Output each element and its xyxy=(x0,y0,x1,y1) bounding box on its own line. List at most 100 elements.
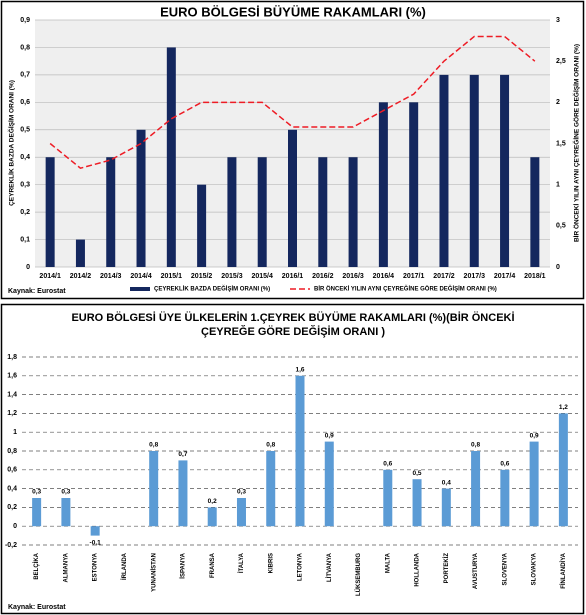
data-label: 0,6 xyxy=(383,461,392,468)
chart-title: EURO BÖLGESİ ÜYE ÜLKELERİN 1.ÇEYREK BÜYÜ… xyxy=(71,311,514,324)
x-tick-label: İSPANYA xyxy=(180,552,187,578)
x-tick-label: 2017/1 xyxy=(403,273,425,280)
x-tick-label: LETONYA xyxy=(298,552,304,581)
x-tick-label: 2015/2 xyxy=(191,273,213,280)
bar xyxy=(207,507,217,527)
data-label: 0,9 xyxy=(530,432,539,439)
legend-label: BİR ÖNCEKİ YILIN AYNI ÇEYREĞİNE GÖRE DEĞ… xyxy=(314,285,497,293)
bar xyxy=(412,479,422,527)
data-label: 0,2 xyxy=(208,498,217,505)
data-label: -0,1 xyxy=(90,539,102,546)
bar xyxy=(166,47,176,267)
legend-label: ÇEYREKLİK BAZDA DEĞİŞİM ORANI (%) xyxy=(154,285,270,293)
bar xyxy=(348,157,358,267)
y2-axis-label: BİR ÖNCEKİ YILIN AYNI ÇEYREĞİNE GÖRE DEĞ… xyxy=(572,44,581,242)
y-tick-label: 1,6 xyxy=(7,373,17,380)
y-tick-label: 1,4 xyxy=(7,391,17,398)
bar xyxy=(257,157,267,267)
x-tick-label: AVUSTURYA xyxy=(473,552,479,589)
bar xyxy=(45,157,55,267)
bar xyxy=(227,157,237,267)
x-tick-label: 2017/2 xyxy=(433,273,455,280)
x-tick-label: 2015/1 xyxy=(161,273,183,280)
bar xyxy=(500,469,510,527)
bar xyxy=(439,74,449,267)
y-tick-label: 1 xyxy=(13,429,17,436)
data-label: 1,2 xyxy=(559,404,568,411)
x-tick-label: LİTVANYA xyxy=(326,552,333,582)
data-label: 0,3 xyxy=(32,489,41,496)
bar xyxy=(32,498,42,527)
bar xyxy=(236,498,246,527)
bar xyxy=(295,375,305,527)
y-tick-label: 0,5 xyxy=(20,127,30,134)
x-tick-label: HOLLANDA xyxy=(415,552,421,586)
bar xyxy=(383,469,393,527)
source: Kaynak: Eurostat xyxy=(8,288,66,295)
data-label: 0,8 xyxy=(266,442,275,449)
data-label: 0,8 xyxy=(471,442,480,449)
x-tick-label: 2016/3 xyxy=(342,273,364,280)
data-label: 0,8 xyxy=(149,442,158,449)
bar xyxy=(178,460,188,527)
bar xyxy=(530,157,540,267)
x-tick-label: SLOVAKYA xyxy=(532,552,538,585)
data-label: 0,3 xyxy=(61,489,70,496)
y-tick-label: 0,2 xyxy=(20,209,30,216)
y-tick-label: 0,4 xyxy=(20,154,30,161)
y-tick-label: 0,6 xyxy=(7,467,17,474)
data-label: 0,5 xyxy=(413,470,422,477)
y-tick-label: 1,2 xyxy=(7,410,17,417)
bar xyxy=(266,451,276,527)
line xyxy=(49,35,536,170)
x-tick-label: LÜKSEMBURG xyxy=(355,553,362,596)
x-tick-label: 2016/4 xyxy=(373,273,395,280)
x-tick-label: 2017/4 xyxy=(494,273,516,280)
bar xyxy=(469,74,479,267)
x-tick-label: 2017/3 xyxy=(464,273,486,280)
x-tick-label: İTALYA xyxy=(238,552,245,573)
y-tick-label: 0,3 xyxy=(20,182,30,189)
bar xyxy=(61,498,71,527)
y-axis-label: ÇEYREKLİK BAZDA DEĞİŞİM ORANI (%) xyxy=(7,80,16,206)
data-label: 0,3 xyxy=(237,489,246,496)
bar xyxy=(106,157,116,267)
bar xyxy=(378,102,388,267)
bar xyxy=(197,184,207,267)
x-tick-label: BELÇİKA xyxy=(33,552,40,579)
bar xyxy=(471,451,481,527)
bar xyxy=(409,102,419,267)
bar xyxy=(324,441,334,527)
bar xyxy=(318,157,328,267)
data-label: 0,7 xyxy=(178,451,187,458)
x-tick-label: 2014/1 xyxy=(39,273,61,280)
y-tick-label: 0,6 xyxy=(20,99,30,106)
x-tick-label: ALMANYA xyxy=(63,552,69,582)
y-tick-label: 0,8 xyxy=(7,448,17,455)
x-tick-label: KIBRIS xyxy=(268,553,274,573)
x-tick-label: SLOVENYA xyxy=(502,552,508,585)
y-tick-label: -0,2 xyxy=(5,542,17,549)
y-tick-label: 0,9 xyxy=(20,17,30,24)
y2-tick-label: 1,5 xyxy=(556,140,566,147)
y-tick-label: 0,1 xyxy=(20,236,30,243)
x-tick-label: 2016/2 xyxy=(312,273,334,280)
bar xyxy=(90,526,100,536)
y-tick-label: 0,8 xyxy=(20,44,30,51)
x-tick-label: 2014/2 xyxy=(70,273,92,280)
y2-tick-label: 2,5 xyxy=(556,58,566,65)
bar xyxy=(558,413,568,527)
x-tick-label: MALTA xyxy=(385,552,391,573)
y2-tick-label: 3 xyxy=(556,17,560,24)
legend-swatch xyxy=(130,287,150,291)
y-tick-label: 0,7 xyxy=(20,72,30,79)
data-label: 0,6 xyxy=(500,461,509,468)
y-tick-label: 0 xyxy=(13,523,17,530)
bar xyxy=(529,441,539,527)
source: Kaynak: Eurostat xyxy=(8,604,66,611)
data-label: 0,4 xyxy=(442,479,451,486)
x-tick-label: FRANSA xyxy=(210,552,216,578)
chart-title: ÇEYREĞE GÖRE DEĞİŞİM ORANI ) xyxy=(201,325,385,338)
x-tick-label: 2014/3 xyxy=(100,273,122,280)
chart-frame xyxy=(0,303,585,615)
